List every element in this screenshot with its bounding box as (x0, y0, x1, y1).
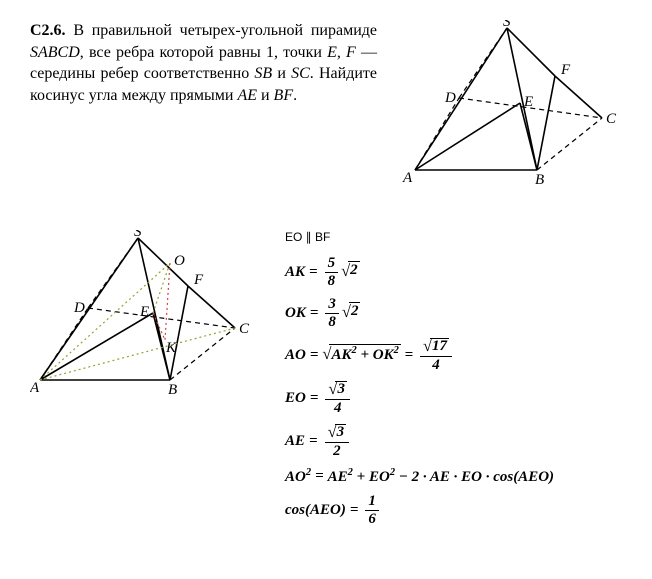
solution-line: EO=√34 (285, 381, 622, 416)
svg-text:S: S (503, 20, 511, 30)
parallel-note: ЕО ∥ BF (285, 230, 622, 244)
solution-line: OK=38√2 (285, 297, 622, 330)
solution-line: AO2=AE2 + EO2 − 2 · AE · EO · cos(AEO) (285, 467, 622, 486)
svg-text:E: E (523, 94, 533, 110)
svg-text:B: B (535, 172, 544, 188)
svg-text:S: S (134, 230, 142, 240)
svg-text:D: D (444, 90, 456, 106)
solution-line: AO=√AK2 + OK2 = √174 (285, 338, 622, 373)
diagram-1: S A B C D E F (397, 20, 622, 190)
problem-statement: С2.6. В правильной четырех-угольной пира… (30, 20, 377, 190)
svg-text:D: D (73, 300, 85, 316)
svg-text:E: E (139, 304, 149, 320)
solution-block: ЕО ∥ BF AK=58√2 OK=38√2 AO=√AK2 + OK2 = √1… (285, 230, 622, 535)
svg-text:K: K (165, 340, 177, 356)
svg-text:F: F (560, 62, 571, 78)
svg-text:O: O (174, 253, 185, 269)
svg-text:F: F (193, 272, 204, 288)
solution-line: AK=58√2 (285, 256, 622, 289)
svg-text:A: A (402, 170, 413, 186)
solution-line: AE=√32 (285, 424, 622, 459)
problem-label: С2.6. (30, 22, 66, 39)
solution-line: cos(AEO)=16 (285, 494, 622, 527)
svg-text:A: A (30, 380, 40, 396)
svg-text:C: C (239, 321, 250, 337)
svg-text:C: C (606, 111, 617, 127)
svg-text:B: B (168, 382, 177, 398)
diagram-2: S A B C D E F K O (30, 230, 255, 400)
